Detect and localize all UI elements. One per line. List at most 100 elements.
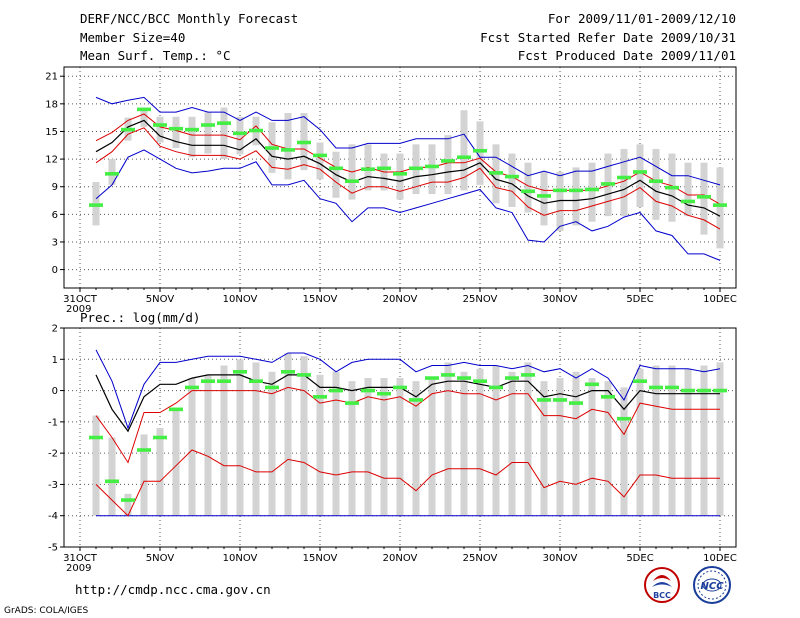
- box-31: [572, 371, 580, 516]
- box-36: [652, 148, 660, 220]
- mean-line: [95, 119, 721, 217]
- median-25: [473, 148, 487, 153]
- forecast-period-label: For 2009/11/01-2009/12/10: [547, 11, 736, 26]
- x-tick-label: 15NOV: [303, 294, 338, 305]
- y-tick-label: -2: [48, 449, 58, 460]
- box-39: [700, 365, 708, 516]
- median-22: [425, 164, 439, 169]
- median-4: [137, 107, 151, 112]
- median-39: [697, 388, 711, 393]
- box-27: [508, 371, 516, 516]
- box-35: [636, 368, 644, 516]
- box-26: [492, 365, 500, 516]
- ncc-logo: NCC: [693, 566, 731, 604]
- median-11: [249, 128, 263, 133]
- box-38: [684, 368, 692, 516]
- box-7: [188, 116, 196, 158]
- box-28: [524, 162, 532, 213]
- median-5: [153, 123, 167, 127]
- median-15: [313, 153, 327, 158]
- box-7: [188, 378, 196, 516]
- box-14: [300, 356, 308, 516]
- x-tick-label: 10DEC: [703, 553, 737, 564]
- median-27: [505, 174, 519, 179]
- chart-title: DERF/NCC/BCC Monthly Forecast: [80, 11, 299, 26]
- box-35: [636, 144, 644, 207]
- box-20: [396, 153, 404, 200]
- median-7: [185, 385, 199, 390]
- y-tick-label: 2: [52, 324, 58, 335]
- x-tick-label: 5DEC: [626, 553, 653, 564]
- box-1: [92, 415, 100, 516]
- median-20: [393, 172, 407, 176]
- box-37: [668, 365, 676, 516]
- variable-label: Mean Surf. Temp.: °C: [80, 48, 231, 63]
- median-8: [201, 379, 215, 383]
- box-11: [252, 362, 260, 516]
- box-9: [220, 365, 228, 516]
- panel-precipitation: -5 -4 -3 -2 -1 0 1 2 31OCT 5NOV 10NOV 15NOV 20NOV 25N…: [48, 324, 737, 575]
- median-6: [169, 126, 183, 131]
- y-tick-label: 1: [52, 355, 58, 366]
- median-12: [265, 385, 279, 390]
- band-high-line: [95, 386, 720, 464]
- median-18: [361, 167, 375, 172]
- box-30: [556, 378, 564, 516]
- x-tick-label: 5DEC: [626, 294, 653, 305]
- box-19: [380, 378, 388, 516]
- median-33: [601, 182, 615, 186]
- box-12: [268, 371, 276, 516]
- median-14: [297, 140, 311, 145]
- y-tick-label: 9: [52, 182, 58, 193]
- median-37: [665, 385, 679, 390]
- box-8: [204, 112, 212, 154]
- footer-url[interactable]: http://cmdp.ncc.cma.gov.cn: [75, 582, 271, 597]
- band-high-line: [95, 113, 721, 205]
- box-34: [620, 387, 628, 516]
- member-size-label: Member Size=40: [80, 30, 186, 45]
- median-30: [553, 398, 567, 402]
- x-tick-label: 10DEC: [703, 294, 737, 305]
- box-6: [172, 409, 180, 516]
- mean-line: [95, 374, 720, 433]
- x-year-label: 2009: [66, 563, 91, 574]
- box-13: [284, 353, 292, 516]
- median-33: [601, 395, 615, 399]
- median-13: [281, 370, 295, 374]
- box-2: [108, 437, 116, 516]
- median-1: [89, 435, 103, 440]
- median-3: [121, 127, 135, 132]
- x-tick-label: 25NOV: [463, 553, 498, 564]
- y-tick-label: 0: [52, 386, 58, 397]
- median-21: [409, 398, 423, 402]
- box-28: [524, 362, 532, 516]
- median-31: [569, 401, 583, 405]
- max-line: [95, 96, 721, 186]
- box-2: [108, 159, 116, 185]
- box-5: [156, 116, 164, 143]
- median-17: [345, 401, 359, 405]
- median-14: [297, 373, 311, 377]
- x-tick-label: 5NOV: [146, 553, 175, 564]
- median-26: [489, 171, 503, 175]
- box-13: [284, 113, 292, 180]
- median-15: [313, 395, 327, 399]
- median-20: [393, 385, 407, 390]
- median-27: [505, 376, 519, 380]
- box-25: [476, 121, 484, 185]
- median-36: [649, 179, 663, 183]
- box-23: [444, 362, 452, 516]
- box-3: [124, 493, 132, 516]
- median-6: [169, 407, 183, 412]
- y-tick-label: 3: [52, 237, 58, 248]
- box-18: [364, 378, 372, 516]
- band-low-line: [95, 127, 721, 230]
- forecast-produced-label: Fcst Produced Date 2009/11/01: [517, 48, 736, 63]
- box-10: [236, 359, 244, 516]
- median-29: [537, 398, 551, 402]
- median-38: [681, 199, 695, 204]
- median-23: [441, 373, 455, 377]
- x-tick-label: 20NOV: [383, 553, 418, 564]
- box-22: [428, 144, 436, 195]
